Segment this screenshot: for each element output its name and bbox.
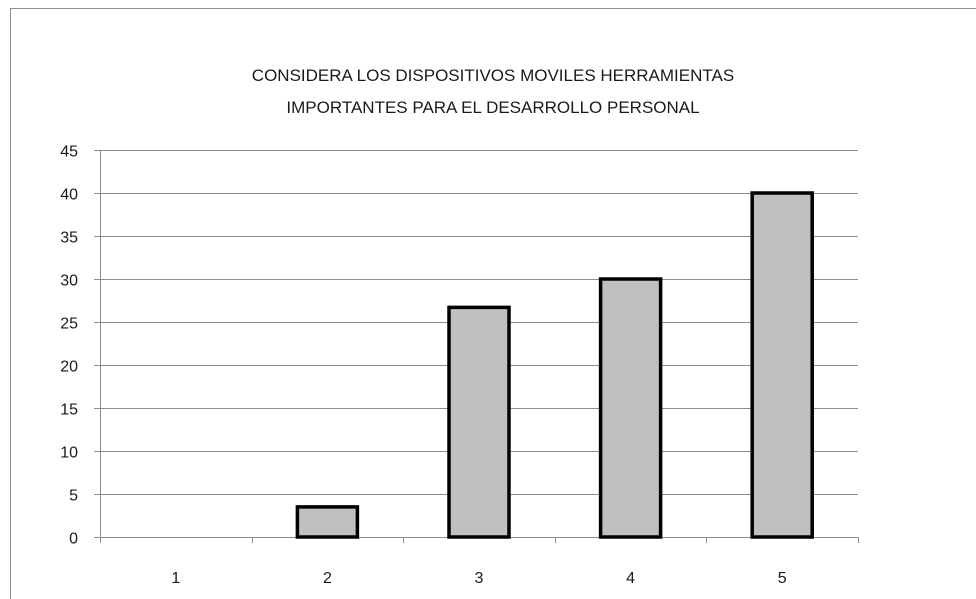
y-tick-label: 0	[69, 531, 78, 548]
y-tick-label: 5	[69, 488, 78, 505]
x-tick-label: 2	[323, 570, 332, 587]
y-tick-label: 20	[60, 359, 78, 376]
x-axis: 1 2 3 4 5	[100, 537, 859, 587]
bars	[295, 191, 814, 539]
y-tick-label: 10	[60, 445, 78, 462]
y-tick-label: 30	[60, 273, 78, 290]
y-tick-label: 45	[60, 144, 78, 161]
chart-title-line-2: IMPORTANTES PARA EL DESARROLLO PERSONAL	[286, 98, 699, 117]
x-tick-label: 4	[626, 570, 635, 587]
x-tick-label: 1	[171, 570, 180, 587]
bar-2	[295, 505, 360, 539]
chart-title: CONSIDERA LOS DISPOSITIVOS MOVILES HERRA…	[252, 66, 734, 117]
y-tick-label: 25	[60, 316, 78, 333]
y-tick-label: 35	[60, 230, 78, 247]
y-tick-label: 15	[60, 402, 78, 419]
bar-3	[447, 305, 511, 539]
x-tick-label: 5	[778, 570, 787, 587]
y-axis: 0 5 10 15 20 25 30 35 40 45	[60, 144, 101, 548]
chart-title-line-1: CONSIDERA LOS DISPOSITIVOS MOVILES HERRA…	[252, 66, 734, 85]
y-tick-label: 40	[60, 187, 78, 204]
bar-4	[598, 277, 663, 539]
bar-5	[750, 191, 814, 539]
x-tick-label: 3	[475, 570, 484, 587]
chart-frame	[10, 8, 976, 599]
